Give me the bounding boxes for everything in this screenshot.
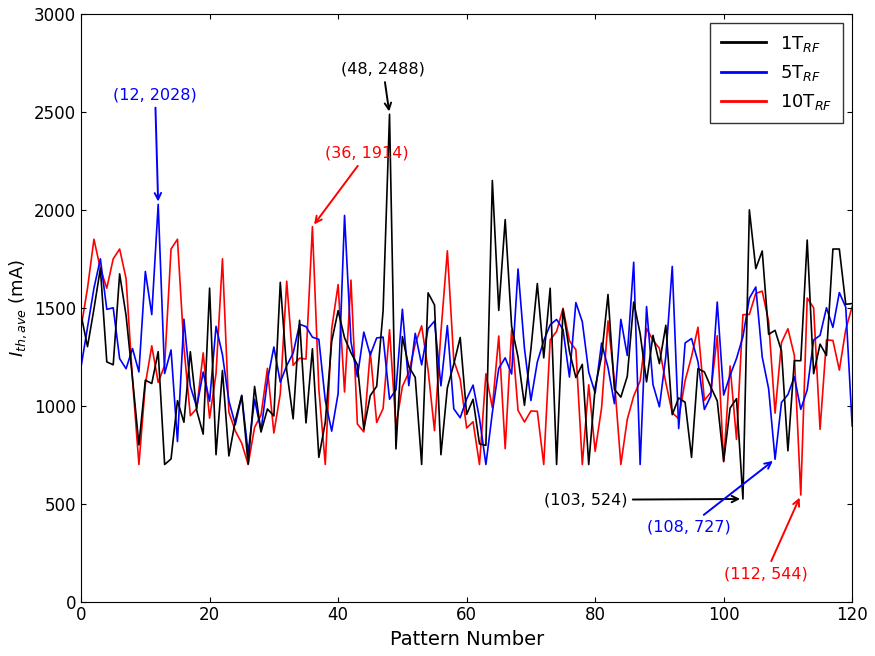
- 10T$_{RF}$: [76, 323, 87, 331]
- 1T$_{RF}$: [564, 348, 575, 356]
- 1T$_{RF}$: [153, 348, 164, 356]
- Text: (112, 544): (112, 544): [724, 500, 808, 581]
- 1T$_{RF}$: [255, 428, 266, 436]
- Y-axis label: $I_{th, ave}$ (mA): $I_{th, ave}$ (mA): [7, 258, 29, 357]
- 5T$_{RF}$: [847, 422, 858, 430]
- 10T$_{RF}$: [153, 379, 164, 386]
- 5T$_{RF}$: [76, 363, 87, 371]
- 5T$_{RF}$: [159, 369, 170, 377]
- 5T$_{RF}$: [153, 201, 164, 209]
- 10T$_{RF}$: [795, 491, 806, 499]
- Text: (36, 1914): (36, 1914): [315, 146, 409, 223]
- 5T$_{RF}$: [808, 336, 819, 344]
- 1T$_{RF}$: [603, 291, 613, 298]
- Text: (48, 2488): (48, 2488): [341, 62, 425, 110]
- X-axis label: Pattern Number: Pattern Number: [389, 630, 543, 649]
- 10T$_{RF}$: [255, 411, 266, 419]
- 5T$_{RF}$: [410, 329, 421, 337]
- 5T$_{RF}$: [262, 377, 273, 384]
- 10T$_{RF}$: [564, 337, 575, 345]
- 10T$_{RF}$: [410, 340, 421, 348]
- 1T$_{RF}$: [76, 311, 87, 319]
- 1T$_{RF}$: [738, 495, 748, 503]
- 5T$_{RF}$: [480, 461, 491, 468]
- 10T$_{RF}$: [307, 223, 318, 231]
- Line: 10T$_{RF}$: 10T$_{RF}$: [81, 227, 852, 495]
- Text: (108, 727): (108, 727): [647, 462, 771, 535]
- 10T$_{RF}$: [603, 317, 613, 325]
- 1T$_{RF}$: [808, 370, 819, 378]
- Line: 5T$_{RF}$: 5T$_{RF}$: [81, 205, 852, 464]
- 1T$_{RF}$: [384, 110, 395, 118]
- 5T$_{RF}$: [609, 400, 620, 407]
- Line: 1T$_{RF}$: 1T$_{RF}$: [81, 114, 852, 499]
- 10T$_{RF}$: [808, 304, 819, 312]
- 1T$_{RF}$: [410, 373, 421, 381]
- 10T$_{RF}$: [847, 302, 858, 310]
- Legend: 1T$_{RF}$, 5T$_{RF}$, 10T$_{RF}$: 1T$_{RF}$, 5T$_{RF}$, 10T$_{RF}$: [710, 23, 843, 123]
- Text: (12, 2028): (12, 2028): [113, 87, 197, 199]
- Text: (103, 524): (103, 524): [543, 492, 738, 507]
- 1T$_{RF}$: [847, 300, 858, 308]
- 5T$_{RF}$: [570, 298, 581, 306]
